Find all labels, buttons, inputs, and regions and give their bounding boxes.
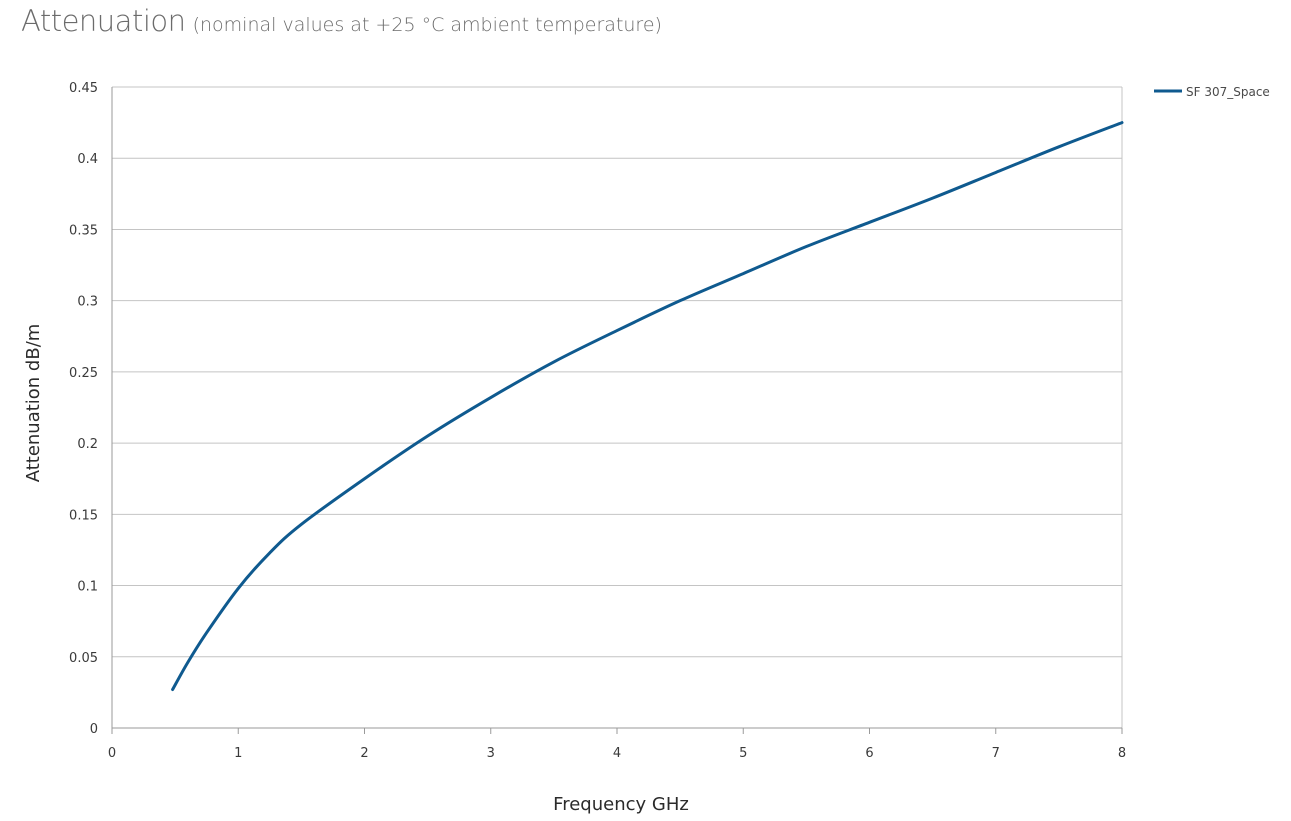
y-tick-label: 0.45 <box>69 81 98 96</box>
y-tick-label: 0.05 <box>69 651 98 666</box>
x-tick-label: 7 <box>992 746 1000 761</box>
y-tick-label: 0.25 <box>69 366 98 381</box>
x-tick-label: 4 <box>613 746 621 761</box>
legend: SF 307_Space <box>1154 85 1270 99</box>
chart-title: Attenuation <box>21 4 186 38</box>
x-tick-label: 0 <box>108 746 116 761</box>
series-layer <box>171 121 1124 692</box>
y-tick-label: 0.35 <box>69 223 98 238</box>
y-axis-title: Attenuation dB/m <box>23 324 44 483</box>
x-tick-label: 2 <box>360 746 368 761</box>
x-tick-label: 8 <box>1118 746 1126 761</box>
x-tick-label: 5 <box>739 746 747 761</box>
y-tick-label: 0.15 <box>69 508 98 523</box>
x-axis-title: Frequency GHz <box>553 794 689 815</box>
grid-lines <box>112 86 1122 658</box>
y-tick-label: 0.4 <box>77 152 98 167</box>
series-line-sf-307-space <box>171 121 1124 692</box>
x-tick-label: 6 <box>865 746 873 761</box>
axes: 0 0.05 0.1 0.15 0.2 0.25 0.3 0.35 0.4 0.45 0 1 2 3 4 5 6… <box>69 81 1126 761</box>
x-tick-label: 1 <box>234 746 242 761</box>
x-tick-label: 3 <box>487 746 495 761</box>
y-tick-label: 0 <box>90 722 98 737</box>
y-tick-label: 0.1 <box>77 580 98 595</box>
y-tick-label: 0.2 <box>77 437 98 452</box>
chart-title-block: Attenuation (nominal values at +25 °C am… <box>21 4 662 38</box>
legend-label-sf-307-space: SF 307_Space <box>1186 85 1270 99</box>
y-tick-label: 0.3 <box>77 295 98 310</box>
chart-subtitle: (nominal values at +25 °C ambient temper… <box>192 14 662 36</box>
